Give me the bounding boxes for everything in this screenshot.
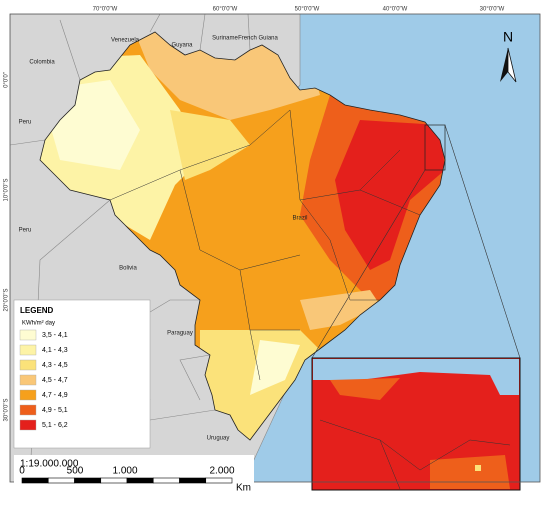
legend-swatch [19, 329, 37, 341]
scale-segment [21, 477, 49, 484]
zone [335, 120, 445, 270]
legend-label: 4,3 - 4,5 [42, 362, 68, 369]
inset-locator [424, 124, 446, 171]
north-arrow-right [507, 47, 517, 83]
graticule-top-label: 60°0'0"W [213, 7, 238, 13]
inset-zone [330, 378, 400, 400]
zone [170, 110, 250, 180]
scale-segment [74, 477, 102, 484]
country-label: Paraguay [167, 331, 193, 337]
graticule-left-label: 0°0'0" [4, 72, 10, 88]
legend-label: 5,1 - 6,2 [42, 422, 68, 429]
legend-swatch [19, 374, 37, 386]
country-label: Peru [19, 120, 32, 126]
graticule-left-label: 20°0'0"S [4, 288, 10, 311]
legend-label: 4,7 - 4,9 [42, 392, 68, 399]
legend-unit: KWh/m² day [22, 321, 55, 327]
country-label: Guyana [171, 43, 193, 49]
inset-zone [430, 455, 510, 489]
scale-box [14, 455, 254, 495]
scale-label: 1.000 [112, 466, 137, 477]
scale-label: 2.000 [209, 466, 234, 477]
legend-label: 3,5 - 4,1 [42, 332, 68, 339]
inset-leader [311, 124, 521, 359]
graticule-top-label: 30°0'0"W [480, 7, 505, 13]
graticule-left-label: 10°0'0"S [4, 178, 10, 201]
scale-segment [205, 477, 233, 484]
state-borders [109, 109, 421, 381]
inset-zone [475, 465, 481, 471]
legend-title: LEGEND [20, 306, 54, 315]
scale-segment [126, 477, 154, 484]
map-frame [9, 13, 541, 483]
graticule-top-label: 70°0'0"W [93, 7, 118, 13]
scale-unit: Km [236, 483, 251, 494]
country-label: Colombia [29, 60, 55, 66]
graticule-left-label: 30°0'0"S [4, 398, 10, 421]
legend-box [13, 299, 151, 449]
country-label: Brazil [292, 216, 307, 222]
scale-segment [152, 477, 180, 484]
country-label: French Guiana [238, 36, 278, 42]
north-label: N [503, 29, 513, 45]
country-label: Venezuela [111, 38, 140, 44]
legend-swatch [19, 344, 37, 356]
north-arrow: N [500, 29, 517, 83]
legend-swatch [19, 359, 37, 371]
legend-swatch [19, 389, 37, 401]
graticule-top-label: 40°0'0"W [383, 7, 408, 13]
legend-label: 4,9 - 5,1 [42, 407, 68, 414]
legend-swatch [19, 404, 37, 416]
scale-ratio: 1:19.000.000 [20, 459, 79, 470]
country-label: Bolivia [119, 266, 137, 272]
scale-label: 0 [19, 466, 25, 477]
north-arrow-left [500, 48, 508, 82]
legend-label: 4,5 - 4,7 [42, 377, 68, 384]
scale-segment [100, 477, 128, 484]
zone [250, 340, 300, 395]
inset-borders [319, 419, 511, 490]
scale-label: 500 [67, 466, 84, 477]
scale-segment [47, 477, 75, 484]
country-label: Uruguay [207, 436, 230, 442]
country-label: Peru [19, 228, 32, 234]
country-label: Suriname [212, 36, 238, 42]
legend-swatch [19, 419, 37, 431]
inset [311, 357, 521, 491]
legend-label: 4,1 - 4,3 [42, 347, 68, 354]
inset-ocean [313, 359, 519, 395]
scale-segment [179, 477, 207, 484]
graticule-top-label: 50°0'0"W [295, 7, 320, 13]
